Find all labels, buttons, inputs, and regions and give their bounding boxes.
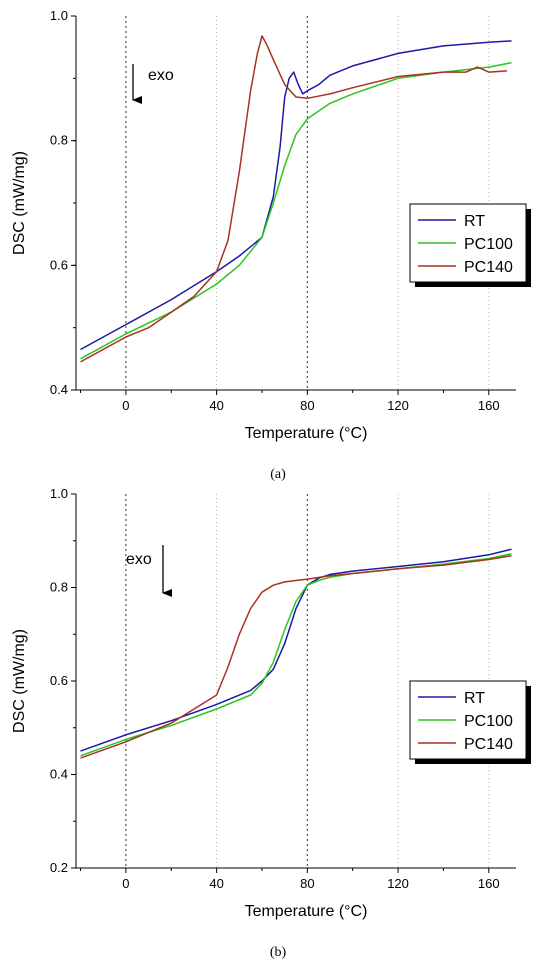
x-tick-label: 40 — [209, 876, 223, 891]
x-tick-label: 0 — [122, 398, 129, 413]
x-axis-title: Temperature (°C) — [245, 903, 368, 920]
y-axis-title: DSC (mW/mg) — [11, 629, 28, 733]
exo-annotation: exo — [126, 551, 152, 568]
series-line-rt — [80, 548, 512, 752]
legend-label-rt: RT — [464, 213, 485, 230]
legend-label-pc100: PC100 — [464, 713, 513, 730]
x-tick-label: 80 — [300, 876, 314, 891]
y-tick-label: 0.8 — [50, 580, 68, 595]
y-axis-title: DSC (mW/mg) — [11, 151, 28, 255]
x-tick-label: 80 — [300, 398, 314, 413]
y-tick-label: 1.0 — [50, 486, 68, 501]
y-tick-label: 0.2 — [50, 860, 68, 875]
y-tick-label: 1.0 — [50, 8, 68, 23]
y-tick-label: 0.8 — [50, 133, 68, 148]
panel-caption: (a) — [270, 467, 286, 482]
chart-panel-b: 0 40 80 120 160 0.2 0.4 0.6 0.8 1.0 Temperature (°… — [11, 486, 531, 960]
legend-label-rt: RT — [464, 690, 485, 707]
y-tick-label: 0.4 — [50, 767, 68, 782]
x-tick-label: 160 — [478, 398, 500, 413]
chart-panel-a: 0 40 80 120 160 0.4 0.6 0.8 1.0 Temperature (°C) D… — [11, 8, 531, 482]
legend-label-pc100: PC100 — [464, 236, 513, 253]
legend-label-pc140: PC140 — [464, 259, 513, 276]
series-line-rt — [80, 40, 512, 351]
y-tick-label: 0.6 — [50, 257, 68, 272]
y-tick-label: 0.4 — [50, 382, 68, 397]
exo-annotation: exo — [148, 67, 174, 84]
series-line-pc140 — [80, 554, 512, 759]
x-tick-label: 120 — [387, 398, 409, 413]
series-line-pc100 — [80, 61, 512, 360]
series-line-pc140 — [80, 35, 507, 363]
x-tick-label: 40 — [209, 398, 223, 413]
panel-caption: (b) — [270, 945, 287, 960]
x-tick-label: 160 — [478, 876, 500, 891]
x-tick-label: 120 — [387, 876, 409, 891]
y-tick-label: 0.6 — [50, 673, 68, 688]
x-axis-title: Temperature (°C) — [245, 425, 368, 442]
legend-label-pc140: PC140 — [464, 736, 513, 753]
x-tick-label: 0 — [122, 876, 129, 891]
